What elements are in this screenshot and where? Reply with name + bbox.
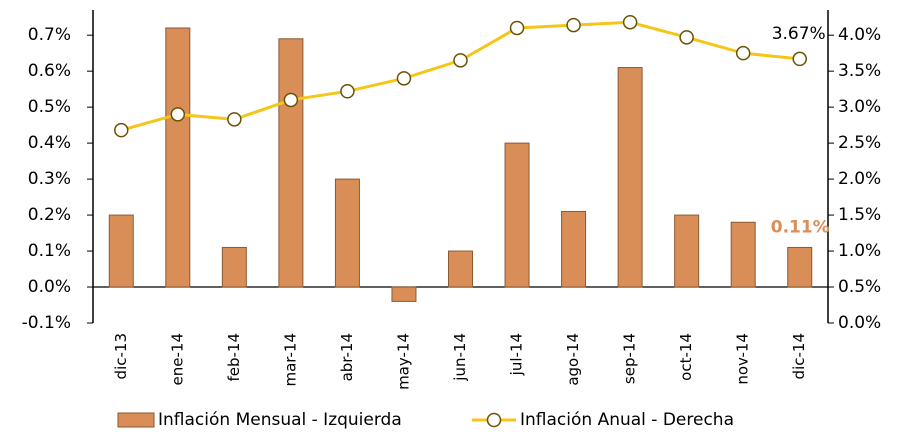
y-tick-label: 0.0% [28,277,71,297]
bar [561,210,587,288]
y2-tick-label: 3.5% [838,61,881,81]
y2-tick-label: 0.0% [838,313,881,333]
bar [730,221,756,288]
y2-tick-label: 1.5% [838,205,881,225]
y2-tick-label: 1.0% [838,241,881,261]
legend-marker [486,412,502,428]
line-marker [170,107,186,122]
bar [391,286,417,302]
bar [278,38,304,288]
bar [221,246,247,288]
line-marker [114,122,129,138]
legend-label: Inflación Anual - Derecha [520,410,734,430]
line-marker [227,112,242,127]
bar [448,250,473,288]
y-tick-label: 0.7% [28,25,71,45]
line-value-label: 3.67% [772,24,826,44]
bar [617,67,643,288]
y2-tick-label: 2.5% [838,133,881,153]
line-marker [679,30,694,45]
y-tick-label: 0.1% [28,241,71,261]
x-tick-label: dic-13 [112,333,130,379]
y-tick-label: 0.4% [28,133,71,153]
y-tick-label: 0.3% [28,169,71,189]
line-marker [509,20,525,36]
legend-label: Inflación Mensual - Izquierda [158,410,402,430]
bar [504,142,530,288]
line-marker [566,17,581,33]
x-tick-label: dic-14 [790,333,808,379]
line-marker [396,71,412,86]
y-tick-label: 0.5% [28,97,71,117]
x-tick-label: may-14 [394,333,412,390]
bar [674,214,700,288]
line-marker [283,92,299,108]
x-tick-label: jun-14 [451,333,469,382]
y2-tick-label: 0.5% [838,277,881,297]
x-tick-label: ago-14 [564,333,582,386]
bar [334,178,360,288]
bar [108,214,134,288]
x-tick-label: abr-14 [338,333,356,381]
x-tick-label: ene-14 [168,333,186,385]
y2-tick-label: 2.0% [838,169,881,189]
y-tick-label: -0.1% [22,313,71,333]
y-tick-label: 0.2% [28,205,71,225]
x-tick-label: mar-14 [281,333,299,387]
x-tick-label: nov-14 [734,333,752,385]
y-tick-label: 0.6% [28,61,71,81]
line-marker [622,14,638,30]
x-tick-label: feb-14 [225,333,243,382]
x-tick-label: jul-14 [508,333,526,376]
x-tick-label: sep-14 [621,333,639,384]
bar [787,246,813,288]
y2-tick-label: 3.0% [838,97,881,117]
bar [165,27,191,288]
line-marker [340,84,355,99]
line-marker [453,53,468,68]
bar-value-label: 0.11% [771,217,830,237]
line [120,20,800,132]
y2-tick-label: 4.0% [838,25,881,45]
legend-swatch [117,412,155,428]
x-tick-label: oct-14 [677,333,695,381]
line-marker [735,45,751,61]
line-marker [792,51,807,67]
